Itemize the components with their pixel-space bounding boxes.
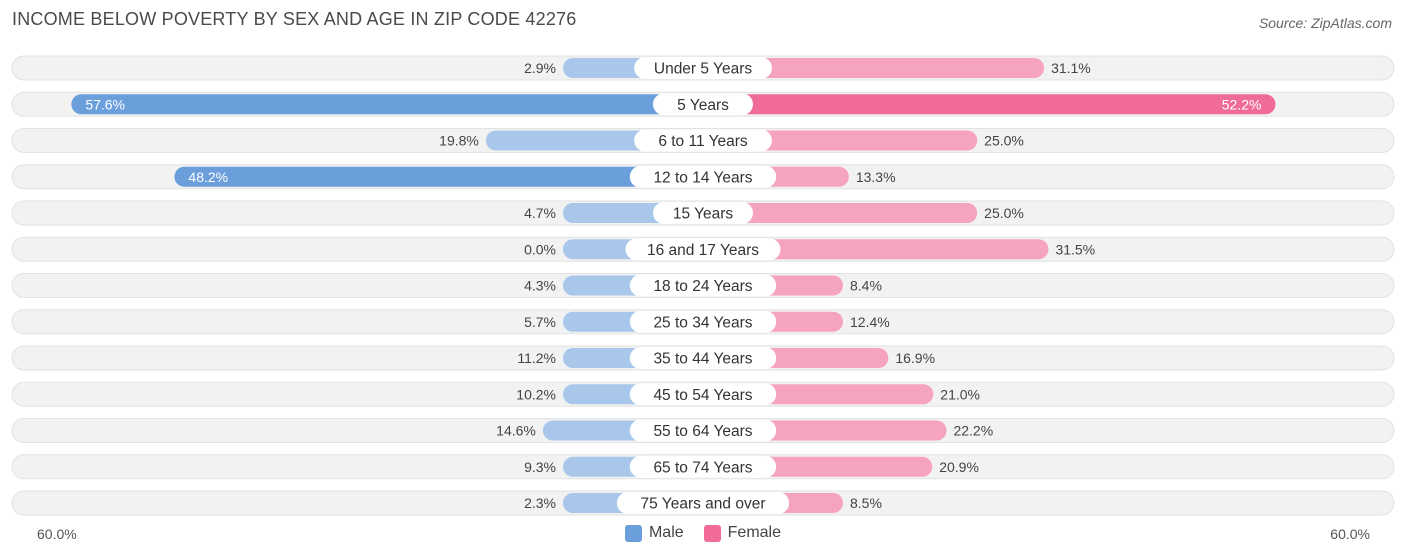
male-value-label: 9.3% <box>524 459 556 475</box>
category-label: 16 and 17 Years <box>647 242 759 259</box>
female-value-label: 21.0% <box>940 386 980 402</box>
male-value-label: 48.2% <box>188 169 228 185</box>
category-pill <box>653 202 753 224</box>
category-label: Under 5 Years <box>654 61 752 78</box>
legend-label-male: Male <box>648 524 684 541</box>
diverging-bar-chart: Under 5 Years 2.9% 31.1% 5 Years 57.6% 52.2% 6… <box>11 55 1395 516</box>
female-value-label: 25.0% <box>984 205 1024 221</box>
category-pill <box>625 238 781 261</box>
bar-female <box>693 94 1276 115</box>
source-label: Source: ZipAtlas.com <box>1258 15 1392 31</box>
female-value-label: 16.9% <box>895 350 935 366</box>
legend-item-male[interactable]: Male <box>624 524 684 542</box>
category-pill <box>629 165 777 188</box>
category-label: 65 to 74 Years <box>653 459 752 476</box>
category-pill <box>629 310 777 333</box>
legend: Male Female <box>0 524 1406 542</box>
legend-swatch-female <box>703 524 721 542</box>
male-value-label: 11.2% <box>517 350 556 366</box>
bar-male <box>174 166 713 187</box>
category-pill <box>616 492 790 514</box>
category-label: 45 to 54 Years <box>653 387 752 404</box>
female-value-label: 52.2% <box>1222 96 1262 112</box>
category-pill <box>634 129 772 152</box>
female-value-label: 31.1% <box>1051 60 1091 76</box>
axis-left-label: 60.0% <box>37 526 77 542</box>
category-pill <box>629 419 777 442</box>
category-label: 75 Years and over <box>641 496 766 513</box>
male-value-label: 14.6% <box>496 423 536 439</box>
bar-male <box>71 94 713 115</box>
male-value-label: 0.0% <box>524 241 556 257</box>
female-value-label: 20.9% <box>939 459 979 475</box>
category-pill <box>629 383 777 406</box>
male-value-label: 4.3% <box>524 278 556 294</box>
category-label: 35 to 44 Years <box>653 351 752 368</box>
female-value-label: 8.4% <box>850 278 882 294</box>
female-value-label: 31.5% <box>1055 241 1095 257</box>
female-value-label: 12.4% <box>850 314 890 330</box>
male-value-label: 19.8% <box>439 133 479 149</box>
legend-item-female[interactable]: Female <box>703 524 782 542</box>
category-label: 12 to 14 Years <box>653 169 752 186</box>
legend-swatch-male <box>624 524 642 542</box>
category-pill <box>629 347 777 369</box>
category-pill <box>629 455 777 478</box>
male-value-label: 5.7% <box>524 314 556 330</box>
category-label: 25 to 34 Years <box>653 314 752 331</box>
bar-female <box>693 203 978 223</box>
male-value-label: 2.3% <box>524 495 556 511</box>
category-pill <box>629 274 777 297</box>
female-value-label: 13.3% <box>856 169 896 185</box>
category-label: 5 Years <box>677 97 729 114</box>
male-value-label: 10.2% <box>516 386 556 402</box>
axis-right-label: 60.0% <box>1330 526 1370 542</box>
category-label: 18 to 24 Years <box>653 278 752 295</box>
bar-female <box>693 239 1049 260</box>
category-pill <box>653 93 753 116</box>
male-value-label: 57.6% <box>85 96 125 112</box>
bar-female <box>693 58 1045 78</box>
category-label: 55 to 64 Years <box>653 423 752 440</box>
category-label: 15 Years <box>673 206 734 223</box>
male-value-label: 2.9% <box>524 60 556 76</box>
category-label: 6 to 11 Years <box>658 133 748 150</box>
female-value-label: 25.0% <box>984 133 1024 149</box>
legend-label-female: Female <box>727 524 782 541</box>
female-value-label: 22.2% <box>953 423 993 439</box>
category-pill <box>634 57 772 79</box>
male-value-label: 4.7% <box>524 205 556 221</box>
chart-title: INCOME BELOW POVERTY BY SEX AND AGE IN Z… <box>12 9 577 29</box>
female-value-label: 8.5% <box>850 495 882 511</box>
